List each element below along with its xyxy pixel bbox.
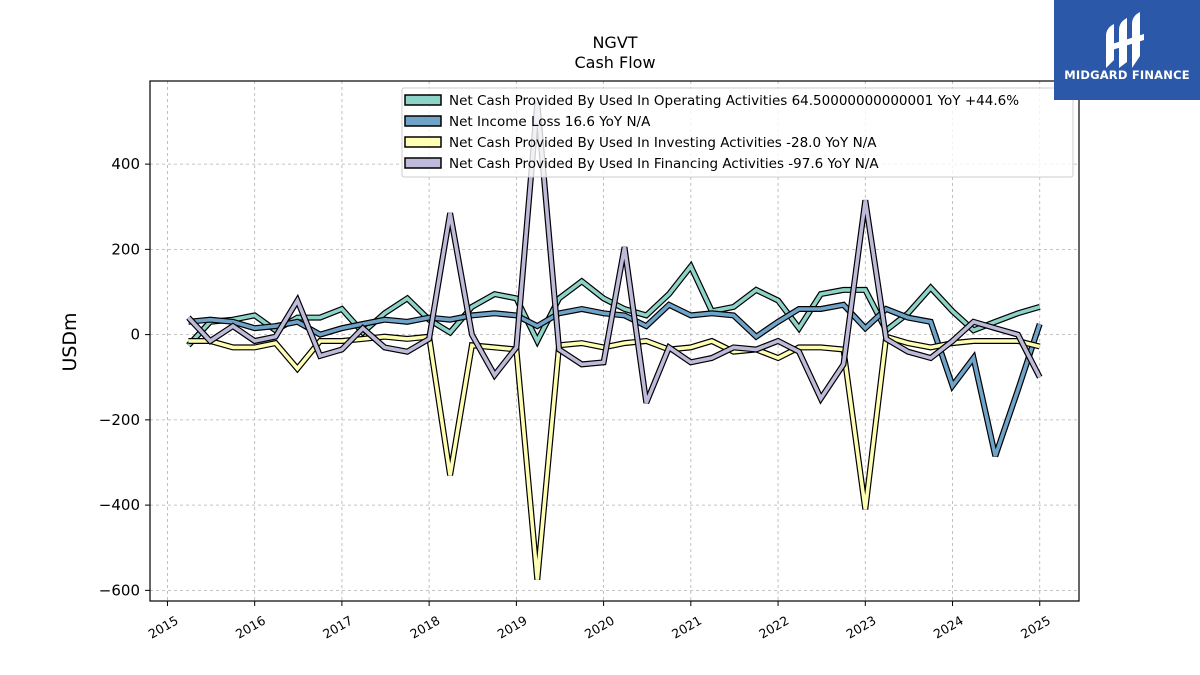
y-axis-label: USDm: [59, 312, 81, 371]
legend-swatch: [404, 94, 442, 106]
brand-logo: MIDGARD FINANCE: [1054, 0, 1200, 100]
legend-swatch: [404, 157, 442, 169]
x-tick-label: 2023: [844, 613, 879, 642]
legend: Net Cash Provided By Used In Operating A…: [401, 87, 1074, 178]
x-tick-label: 2018: [407, 613, 442, 642]
series-line-2: [188, 302, 1042, 457]
x-tick-label: 2020: [582, 613, 617, 642]
x-tick-label: 2015: [146, 613, 181, 642]
y-tick-label: −600: [99, 581, 140, 599]
chart-title: NGVT: [592, 33, 637, 52]
series-outline-2: [188, 301, 1043, 458]
x-tick-label: 2017: [320, 613, 355, 642]
x-tick-label: 2024: [931, 613, 966, 642]
x-tick-label: 2019: [495, 613, 530, 642]
x-tick-label: 2016: [233, 613, 268, 642]
y-tick-label: 200: [111, 240, 140, 258]
plot-frame: [149, 80, 1080, 602]
x-tick-label: 2025: [1018, 613, 1053, 642]
y-tick-label: −400: [99, 496, 140, 514]
y-tick-label: 0: [130, 326, 140, 344]
legend-label: Net Cash Provided By Used In Financing A…: [449, 156, 879, 172]
series-outline-3: [188, 332, 1041, 580]
legend-label: Net Cash Provided By Used In Investing A…: [449, 135, 877, 151]
x-tick-label: 2022: [756, 613, 791, 642]
midgard-logo-icon: [1106, 12, 1144, 68]
y-tick-label: −200: [99, 411, 140, 429]
legend-swatch: [404, 136, 442, 148]
legend-box: [401, 87, 1074, 178]
x-tick-label: 2021: [669, 613, 704, 642]
series-line-3: [188, 334, 1041, 580]
legend-label: Net Cash Provided By Used In Operating A…: [449, 93, 1019, 109]
chart-subtitle: Cash Flow: [574, 53, 655, 72]
brand-name: MIDGARD FINANCE: [1064, 68, 1190, 82]
series-line-4: [187, 102, 1042, 404]
legend-label: Net Income Loss 16.6 YoY N/A: [449, 114, 651, 130]
y-tick-label: 400: [111, 155, 140, 173]
legend-swatch: [404, 115, 442, 127]
